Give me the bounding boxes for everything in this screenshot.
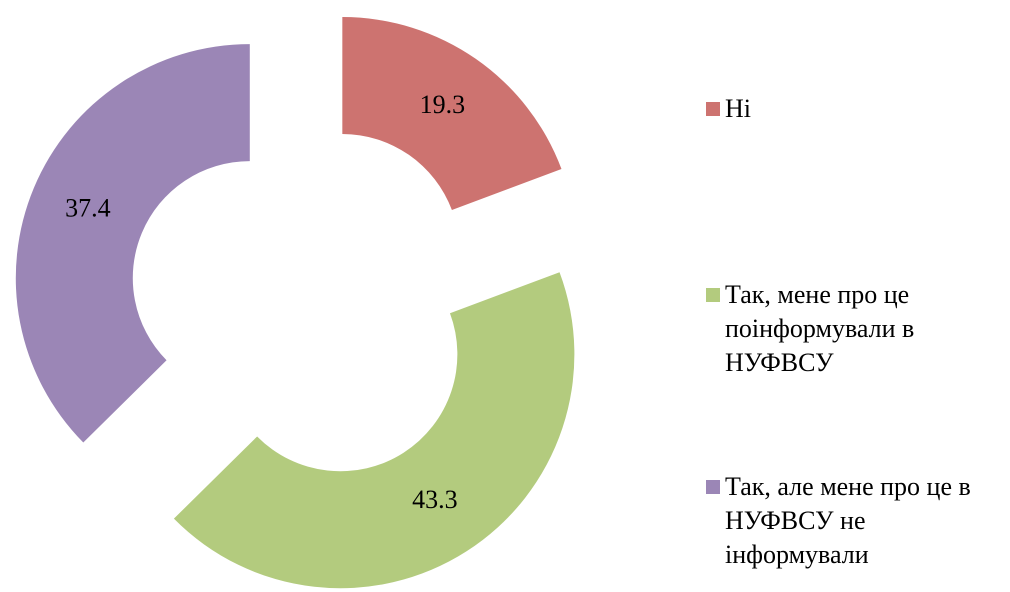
data-label: 43.3: [412, 485, 458, 514]
donut-slice: [15, 44, 250, 443]
donut-slice: [173, 272, 575, 589]
legend-label: Так, мене про це поінформували в НУФВСУ: [725, 280, 915, 377]
legend-item: Ні: [706, 92, 1006, 126]
data-label: 37.4: [65, 193, 111, 222]
data-label: 19.3: [420, 90, 466, 119]
legend-swatch: [706, 102, 720, 116]
donut: 19.3 43.3 37.4: [15, 17, 575, 589]
legend-item: Так, мене про це поінформували в НУФВСУ: [706, 278, 1006, 380]
legend-label: Так, але мене про це в НУФВСУ не інформу…: [725, 472, 971, 569]
legend-label: Ні: [725, 94, 751, 123]
legend-item: Так, але мене про це в НУФВСУ не інформу…: [706, 470, 1006, 572]
legend-swatch: [706, 480, 720, 494]
donut-slice: [342, 17, 562, 211]
legend-swatch: [706, 288, 720, 302]
